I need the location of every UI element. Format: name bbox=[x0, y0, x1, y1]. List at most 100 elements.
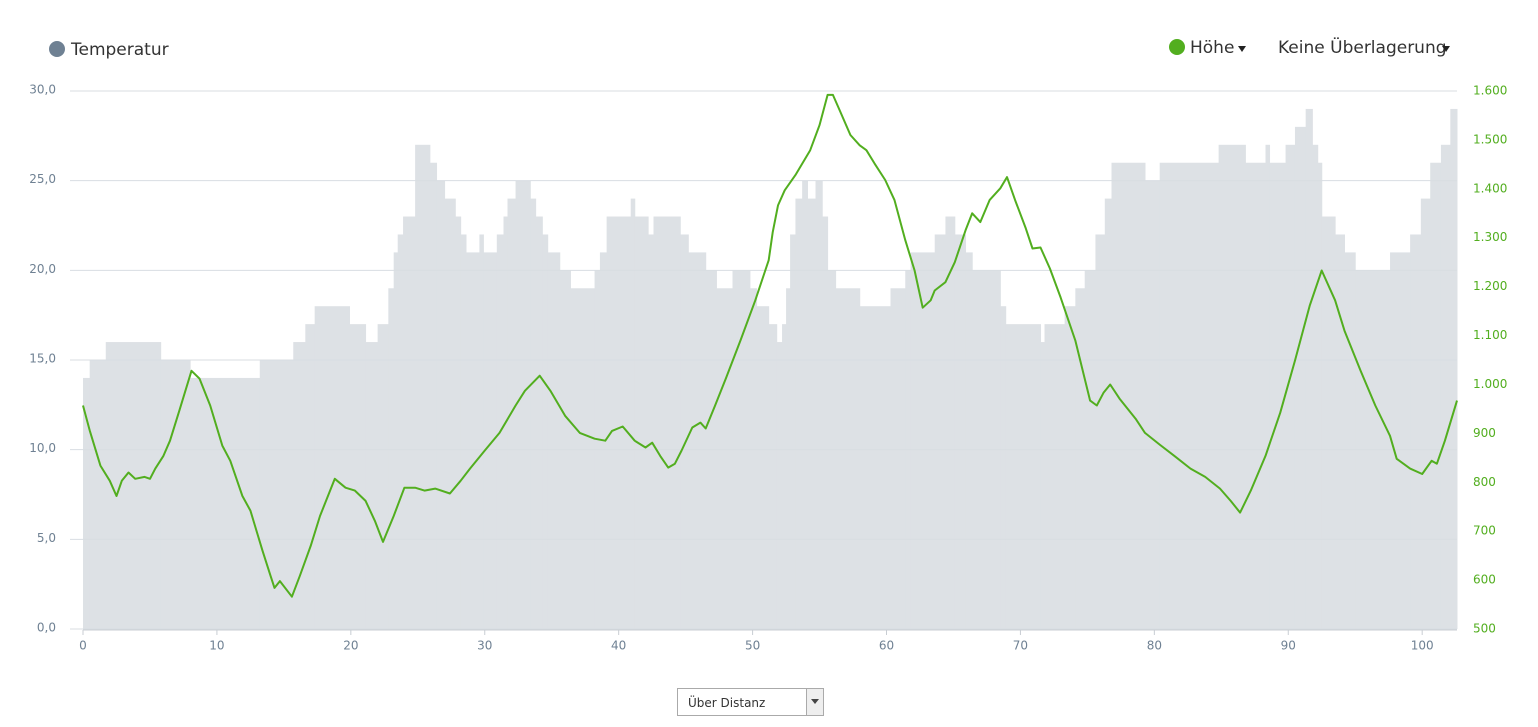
y2-tick-label: 1.500 bbox=[1473, 132, 1507, 146]
temperature-step bbox=[756, 306, 770, 629]
temperature-step bbox=[293, 342, 306, 629]
temperature-step bbox=[1305, 108, 1313, 629]
temperature-step bbox=[648, 234, 654, 629]
y2-tick-label: 600 bbox=[1473, 573, 1496, 587]
temperature-step bbox=[1159, 162, 1220, 629]
select-button[interactable] bbox=[806, 689, 823, 715]
temperature-step bbox=[1430, 162, 1442, 629]
temperature-step bbox=[965, 252, 973, 629]
temperature-step bbox=[365, 342, 379, 629]
temperature-step bbox=[1390, 252, 1411, 629]
temperature-step bbox=[802, 180, 808, 629]
temperature-step bbox=[859, 306, 892, 629]
temperature-step bbox=[680, 234, 689, 629]
temperature-step bbox=[1321, 216, 1336, 630]
y-tick-label: 25,0 bbox=[29, 172, 56, 186]
x-tick-label: 90 bbox=[1281, 639, 1296, 653]
x-tick-label: 100 bbox=[1411, 639, 1434, 653]
x-tick-label: 20 bbox=[343, 639, 358, 653]
temperature-step bbox=[822, 216, 829, 630]
y2-tick-label: 1.400 bbox=[1473, 181, 1507, 195]
overlay-select[interactable]: Keine Überlagerung bbox=[1278, 36, 1447, 58]
dropdown-arrow[interactable] bbox=[1442, 46, 1450, 52]
temperature-step bbox=[1344, 252, 1356, 629]
temperature-step bbox=[89, 360, 107, 629]
temperature-step bbox=[1064, 306, 1076, 629]
y2-tick-label: 700 bbox=[1473, 524, 1496, 538]
temperature-step bbox=[105, 342, 162, 629]
temperature-step bbox=[483, 252, 498, 629]
temperature-step bbox=[542, 234, 549, 629]
temperature-step bbox=[1335, 234, 1346, 629]
legend-label: Temperatur bbox=[70, 40, 169, 60]
temperature-step bbox=[749, 288, 758, 629]
y-tick-label: 20,0 bbox=[29, 262, 56, 276]
temperature-step bbox=[349, 324, 367, 629]
temperature-step bbox=[1420, 198, 1431, 629]
temperature-step bbox=[455, 216, 462, 630]
legend-label[interactable]: Höhe bbox=[1190, 38, 1234, 58]
temperature-step bbox=[1317, 162, 1323, 629]
temperature-step bbox=[429, 162, 438, 629]
temperature-step bbox=[466, 252, 480, 629]
temperature-step bbox=[653, 216, 681, 630]
x-tick-label: 30 bbox=[477, 639, 492, 653]
temperature-step bbox=[1269, 162, 1287, 629]
temperature-step bbox=[377, 324, 389, 629]
temperature-step bbox=[1294, 126, 1307, 629]
temperature-step bbox=[83, 377, 91, 629]
temperature-step bbox=[776, 342, 783, 629]
temperature-step bbox=[190, 377, 261, 629]
temperature-step bbox=[515, 180, 531, 629]
temperature-step bbox=[1005, 324, 1042, 629]
select-label: Über Distanz bbox=[688, 696, 766, 710]
temperature-step bbox=[634, 216, 649, 630]
x-mode-select[interactable]: Über Distanz bbox=[677, 688, 824, 716]
temperature-step bbox=[1095, 234, 1106, 629]
y2-tick-label: 1.600 bbox=[1473, 84, 1507, 98]
temperature-step bbox=[1044, 324, 1066, 629]
temperature-step bbox=[547, 252, 561, 629]
x-tick-label: 50 bbox=[745, 639, 760, 653]
temperature-step bbox=[807, 198, 817, 629]
y2-tick-label: 900 bbox=[1473, 426, 1496, 440]
y-tick-label: 30,0 bbox=[29, 83, 56, 97]
y2-tick-label: 500 bbox=[1473, 622, 1496, 636]
y-tick-label: 5,0 bbox=[37, 531, 56, 545]
temperature-step bbox=[160, 360, 191, 629]
temperature-step bbox=[945, 216, 956, 630]
dropdown-arrow[interactable] bbox=[1238, 46, 1246, 52]
temperature-step bbox=[415, 144, 431, 630]
temperature-step bbox=[436, 180, 446, 629]
temperature-step bbox=[1144, 180, 1161, 629]
legend-dot bbox=[49, 41, 65, 57]
y-tick-label: 0,0 bbox=[37, 621, 56, 635]
temperature-step bbox=[1104, 198, 1112, 629]
temperature-step bbox=[815, 180, 823, 629]
temperature-step bbox=[934, 234, 946, 629]
temperature-step bbox=[835, 288, 861, 629]
temperature-step bbox=[388, 288, 395, 629]
y2-tick-label: 1.300 bbox=[1473, 230, 1507, 244]
temperature-step bbox=[790, 234, 796, 629]
temperature-step bbox=[716, 288, 734, 629]
legend-dot[interactable] bbox=[1169, 39, 1185, 55]
x-tick-label: 0 bbox=[79, 639, 87, 653]
y-tick-label: 10,0 bbox=[29, 441, 56, 455]
temperature-step bbox=[1000, 306, 1007, 629]
temperature-step bbox=[305, 324, 316, 629]
temperature-step bbox=[606, 216, 632, 630]
temperature-step bbox=[1265, 144, 1271, 630]
temperature-step bbox=[768, 324, 778, 629]
temperature-step bbox=[786, 288, 791, 629]
temperature-step bbox=[479, 234, 484, 629]
temperature-step bbox=[910, 252, 936, 629]
x-tick-label: 60 bbox=[879, 639, 894, 653]
temperature-step bbox=[782, 324, 787, 629]
y2-tick-label: 1.200 bbox=[1473, 279, 1507, 293]
temperature-step bbox=[1040, 342, 1046, 629]
temperature-step bbox=[1218, 144, 1246, 630]
temperature-step bbox=[1075, 288, 1086, 629]
